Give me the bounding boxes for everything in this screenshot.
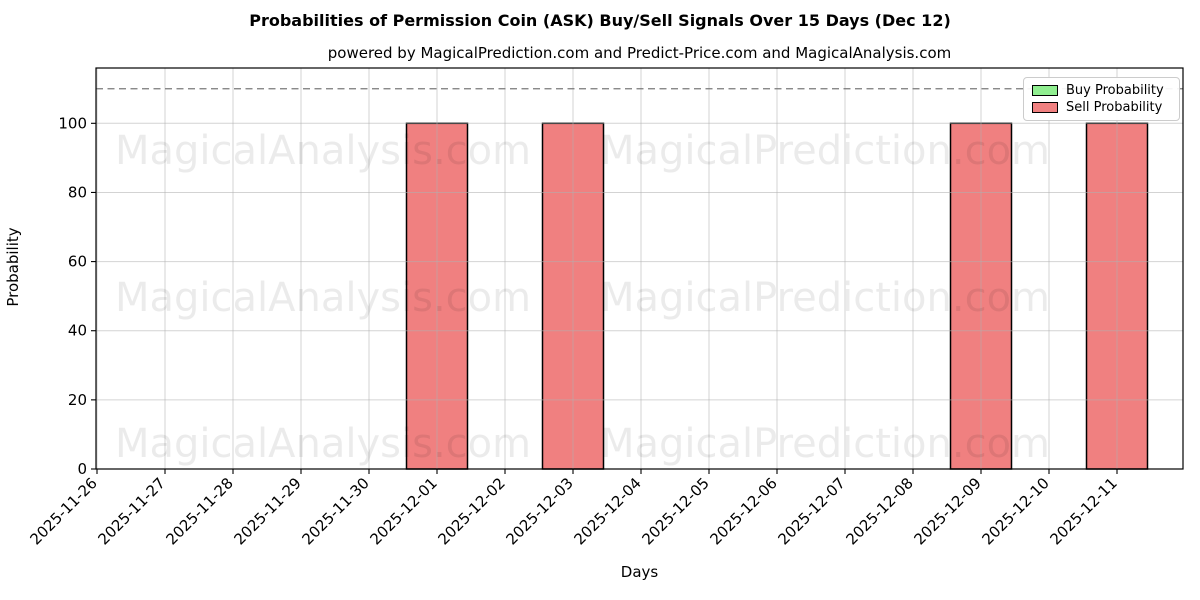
y-axis-label: Probability [4,227,22,307]
legend-item-sell: Sell Probability [1032,100,1170,115]
y-tick-label: 100 [58,114,87,132]
chart-subtitle: powered by MagicalPrediction.com and Pre… [327,44,952,62]
legend-label-sell: Sell Probability [1066,100,1163,115]
plot-frame [95,67,1184,470]
x-tick-label: 2025-12-08 [842,474,916,548]
x-tick-label: 2025-11-26 [26,474,100,548]
legend-label-buy: Buy Probability [1066,83,1164,98]
y-tick-label: 0 [77,460,87,478]
y-tick-label: 80 [68,183,87,201]
x-tick-label: 2025-12-06 [706,474,780,548]
x-tick-label: 2025-12-04 [570,474,644,548]
watermark-text: MagicalPrediction.com [600,128,1050,174]
y-tick-label: 60 [68,253,87,271]
watermark-text: MagicalAnalysis.com [115,128,531,174]
x-tick-label: 2025-11-28 [162,474,236,548]
legend: Buy Probability Sell Probability [1023,77,1180,121]
legend-swatch-sell [1032,102,1058,113]
x-tick-label: 2025-12-05 [638,474,712,548]
watermark-text: MagicalAnalysis.com [115,421,531,467]
x-tick-label: 2025-12-11 [1046,474,1120,548]
x-axis-label: Days [620,563,659,581]
x-tick-label: 2025-11-29 [230,474,304,548]
legend-item-buy: Buy Probability [1032,83,1170,98]
x-tick-label: 2025-11-27 [94,474,168,548]
x-tick-label: 2025-12-02 [434,474,508,548]
watermark-text: MagicalAnalysis.com [115,275,531,321]
x-tick-label: 2025-12-01 [366,474,440,548]
x-tick-label: 2025-12-07 [774,474,848,548]
chart-title: Probabilities of Permission Coin (ASK) B… [249,11,951,30]
x-tick-label: 2025-11-30 [298,474,372,548]
x-tick-label: 2025-12-03 [502,474,576,548]
watermark-text: MagicalPrediction.com [600,275,1050,321]
watermark-text: MagicalPrediction.com [600,421,1050,467]
y-tick-label: 40 [68,322,87,340]
x-tick-label: 2025-12-09 [910,474,984,548]
x-tick-label: 2025-12-10 [978,474,1052,548]
y-tick-label: 20 [68,391,87,409]
legend-swatch-buy [1032,85,1058,96]
